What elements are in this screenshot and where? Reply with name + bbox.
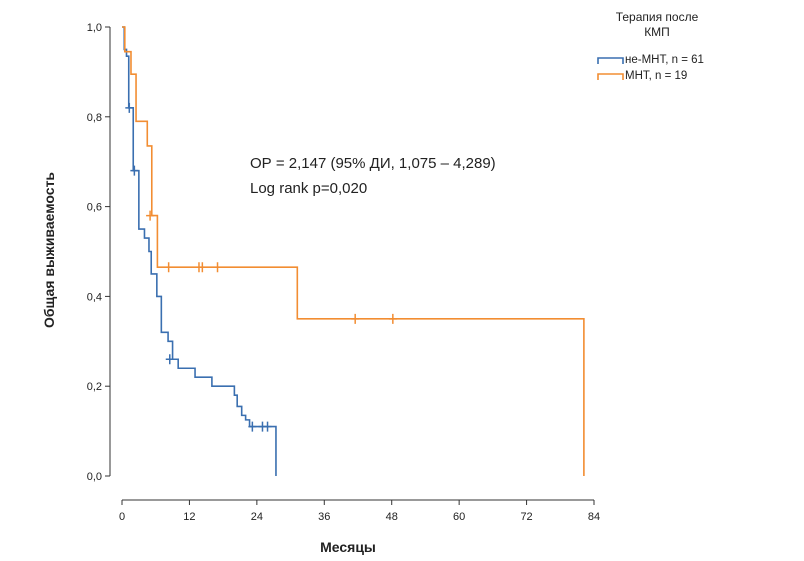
censor-mark (125, 102, 134, 113)
x-tick-label: 24 (251, 511, 263, 523)
x-tick-label: 36 (318, 511, 330, 523)
x-tick-label: 12 (183, 511, 195, 523)
y-tick-label: 0,0 (87, 471, 102, 483)
survival-step-line (122, 26, 585, 476)
censor-mark (248, 421, 257, 432)
y-tick-label: 0,4 (87, 291, 102, 303)
x-tick-label: 72 (520, 511, 532, 523)
censor-mark (388, 313, 397, 324)
x-axis: 0 12 24 36 48 60 72 84 (119, 499, 600, 523)
censor-mark (263, 421, 272, 432)
censor-mark (164, 262, 173, 273)
x-tick-label: 84 (588, 511, 600, 523)
legend-title-line-2: КМП (644, 25, 670, 39)
legend-label-mnt: МНТ, n = 19 (625, 70, 687, 82)
censor-mark (146, 210, 155, 221)
legend: Терапия после КМП не-МНТ, n = 61 МНТ, n … (597, 10, 704, 82)
annotation-log-rank: Log rank p=0,020 (250, 180, 367, 197)
series-0 (122, 26, 277, 476)
x-axis-title: Месяцы (320, 539, 376, 555)
x-tick-label: 60 (453, 511, 465, 523)
censor-mark (351, 313, 360, 324)
y-tick-label: 0,2 (87, 381, 102, 393)
x-tick-label: 48 (386, 511, 398, 523)
y-tick-label: 0,6 (87, 202, 102, 214)
series-1 (122, 26, 585, 476)
y-tick-label: 0,8 (87, 112, 102, 124)
y-axis: 0,0 0,2 0,4 0,6 0,8 1,0 (87, 22, 111, 483)
censor-mark (198, 262, 207, 273)
legend-label-non-mnt: не-МНТ, n = 61 (625, 54, 704, 66)
censor-mark (165, 354, 174, 365)
survival-step-line (122, 26, 277, 476)
series-layer (122, 26, 585, 476)
censor-mark (130, 165, 139, 176)
legend-title-line-1: Терапия после (616, 10, 699, 24)
y-axis-title: Общая выживаемость (41, 172, 57, 328)
censor-mark (213, 262, 222, 273)
legend-swatch-mnt (597, 73, 624, 80)
legend-swatch-non-mnt (597, 57, 624, 64)
x-tick-label: 0 (119, 511, 125, 523)
y-tick-label: 1,0 (87, 22, 102, 34)
annotation-hazard-ratio: ОР = 2,147 (95% ДИ, 1,075 – 4,289) (250, 155, 496, 172)
